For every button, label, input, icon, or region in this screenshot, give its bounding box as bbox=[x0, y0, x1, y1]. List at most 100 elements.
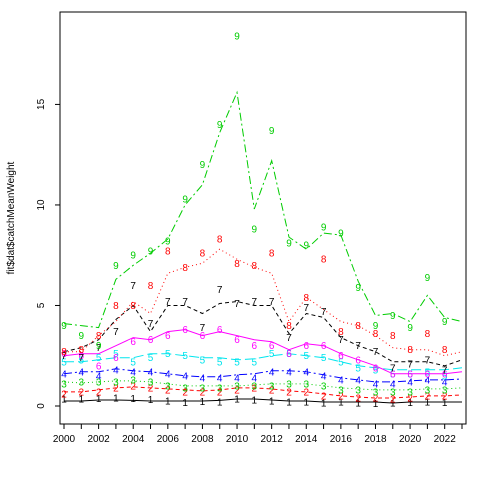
observed-point-age-8: 8 bbox=[165, 247, 171, 258]
observed-point-age-6: 6 bbox=[407, 369, 413, 380]
observed-point-age-4: 4 bbox=[390, 379, 396, 390]
observed-point-age-3: 3 bbox=[148, 377, 154, 388]
observed-point-age-7: 7 bbox=[130, 281, 136, 292]
observed-point-age-3: 3 bbox=[113, 377, 119, 388]
observed-point-age-6: 6 bbox=[200, 331, 206, 342]
observed-point-age-9: 9 bbox=[234, 32, 240, 43]
observed-point-age-4: 4 bbox=[252, 373, 258, 384]
observed-point-age-2: 2 bbox=[425, 391, 431, 402]
observed-point-age-5: 5 bbox=[200, 355, 206, 366]
observed-point-age-7: 7 bbox=[96, 343, 102, 354]
observed-point-age-9: 9 bbox=[269, 126, 275, 137]
observed-point-age-4: 4 bbox=[217, 373, 223, 384]
observed-point-age-5: 5 bbox=[407, 369, 413, 380]
observed-point-age-7: 7 bbox=[79, 353, 85, 364]
observed-point-age-1: 1 bbox=[96, 394, 102, 405]
observed-point-age-9: 9 bbox=[286, 239, 292, 250]
observed-point-age-1: 1 bbox=[165, 397, 171, 408]
observed-point-age-9: 9 bbox=[304, 241, 310, 252]
observed-point-age-3: 3 bbox=[321, 381, 327, 392]
observed-point-age-3: 3 bbox=[61, 379, 67, 390]
observed-point-age-8: 8 bbox=[373, 329, 379, 340]
observed-point-age-9: 9 bbox=[217, 120, 223, 131]
observed-point-age-6: 6 bbox=[61, 349, 67, 360]
observed-point-age-2: 2 bbox=[234, 385, 240, 396]
observed-point-age-5: 5 bbox=[425, 367, 431, 378]
observed-point-age-1: 1 bbox=[200, 397, 206, 408]
y-axis: 0 5 10 15 bbox=[36, 98, 60, 409]
observed-point-age-3: 3 bbox=[217, 383, 223, 394]
observed-point-age-5: 5 bbox=[130, 357, 136, 368]
x-tick-label: 2012 bbox=[261, 434, 284, 445]
observed-point-age-1: 1 bbox=[79, 395, 85, 406]
x-tick-label: 2020 bbox=[399, 434, 422, 445]
observed-point-age-9: 9 bbox=[79, 331, 85, 342]
x-tick-label: 2002 bbox=[87, 434, 110, 445]
observed-point-age-6: 6 bbox=[182, 325, 188, 336]
observed-point-age-7: 7 bbox=[113, 327, 119, 338]
observed-point-age-1: 1 bbox=[148, 395, 154, 406]
observed-point-age-7: 7 bbox=[425, 355, 431, 366]
y-tick-label: 15 bbox=[36, 98, 47, 110]
y-tick-label: 0 bbox=[36, 403, 47, 409]
observed-point-age-2: 2 bbox=[355, 394, 361, 405]
observed-point-age-8: 8 bbox=[130, 301, 136, 312]
observed-point-age-1: 1 bbox=[113, 394, 119, 405]
observed-point-age-2: 2 bbox=[217, 387, 223, 398]
observed-point-age-7: 7 bbox=[286, 333, 292, 344]
observed-point-age-6: 6 bbox=[130, 337, 136, 348]
observed-point-age-5: 5 bbox=[442, 371, 448, 382]
observed-point-age-6: 6 bbox=[252, 341, 258, 352]
observed-point-age-1: 1 bbox=[407, 398, 413, 409]
observed-point-age-3: 3 bbox=[390, 387, 396, 398]
y-axis-title: fit$dat$catchMeanWeight bbox=[6, 161, 17, 274]
observed-point-age-7: 7 bbox=[355, 341, 361, 352]
observed-point-age-6: 6 bbox=[96, 361, 102, 372]
series-line-age-7 bbox=[63, 300, 463, 367]
observed-point-age-9: 9 bbox=[355, 283, 361, 294]
observed-point-age-2: 2 bbox=[407, 394, 413, 405]
observed-point-age-9: 9 bbox=[61, 321, 67, 332]
observed-point-age-6: 6 bbox=[373, 363, 379, 374]
observed-point-age-5: 5 bbox=[321, 353, 327, 364]
observed-point-age-9: 9 bbox=[130, 251, 136, 262]
observed-point-age-9: 9 bbox=[96, 341, 102, 352]
observed-point-age-8: 8 bbox=[286, 321, 292, 332]
observed-point-age-2: 2 bbox=[390, 395, 396, 406]
observed-point-age-8: 8 bbox=[425, 329, 431, 340]
observed-point-age-9: 9 bbox=[425, 273, 431, 284]
observed-point-age-7: 7 bbox=[390, 363, 396, 374]
observed-point-age-5: 5 bbox=[304, 351, 310, 362]
observed-point-age-1: 1 bbox=[442, 398, 448, 409]
observed-point-age-7: 7 bbox=[148, 319, 154, 330]
observed-point-age-1: 1 bbox=[425, 398, 431, 409]
observed-point-age-4: 4 bbox=[200, 373, 206, 384]
observed-point-age-8: 8 bbox=[79, 345, 85, 356]
observed-point-age-9: 9 bbox=[165, 237, 171, 248]
observed-point-age-2: 2 bbox=[200, 387, 206, 398]
observed-point-age-4: 4 bbox=[286, 367, 292, 378]
observed-point-age-4: 4 bbox=[130, 367, 136, 378]
observed-point-age-1: 1 bbox=[286, 398, 292, 409]
observed-point-age-4: 4 bbox=[234, 373, 240, 384]
observed-point-age-5: 5 bbox=[217, 357, 223, 368]
point-labels: 1 1 1 1 1 1 1 1 1 1 1 1 1 1 1 1 1 1 1 1 1 1 12 2 2 2 2 2 2 2 2 2 2 2 2 2 2 2 2… bbox=[61, 32, 448, 410]
observed-point-age-2: 2 bbox=[442, 391, 448, 402]
y-tick-label: 10 bbox=[36, 199, 47, 211]
observed-point-age-7: 7 bbox=[200, 323, 206, 334]
observed-point-age-5: 5 bbox=[148, 353, 154, 364]
observed-point-age-6: 6 bbox=[338, 351, 344, 362]
observed-point-age-2: 2 bbox=[304, 387, 310, 398]
observed-point-age-5: 5 bbox=[234, 357, 240, 368]
observed-point-age-5: 5 bbox=[61, 357, 67, 368]
x-tick-label: 2014 bbox=[295, 434, 318, 445]
x-axis: 2000 2002 2004 2006 2008 2010 2012 2014 2016 2018… bbox=[53, 424, 463, 445]
x-tick-label: 2016 bbox=[330, 434, 353, 445]
observed-point-age-1: 1 bbox=[269, 397, 275, 408]
x-tick-label: 2018 bbox=[364, 434, 387, 445]
observed-point-age-8: 8 bbox=[355, 321, 361, 332]
observed-point-age-6: 6 bbox=[321, 341, 327, 352]
observed-point-age-6: 6 bbox=[79, 351, 85, 362]
observed-point-age-7: 7 bbox=[182, 297, 188, 308]
